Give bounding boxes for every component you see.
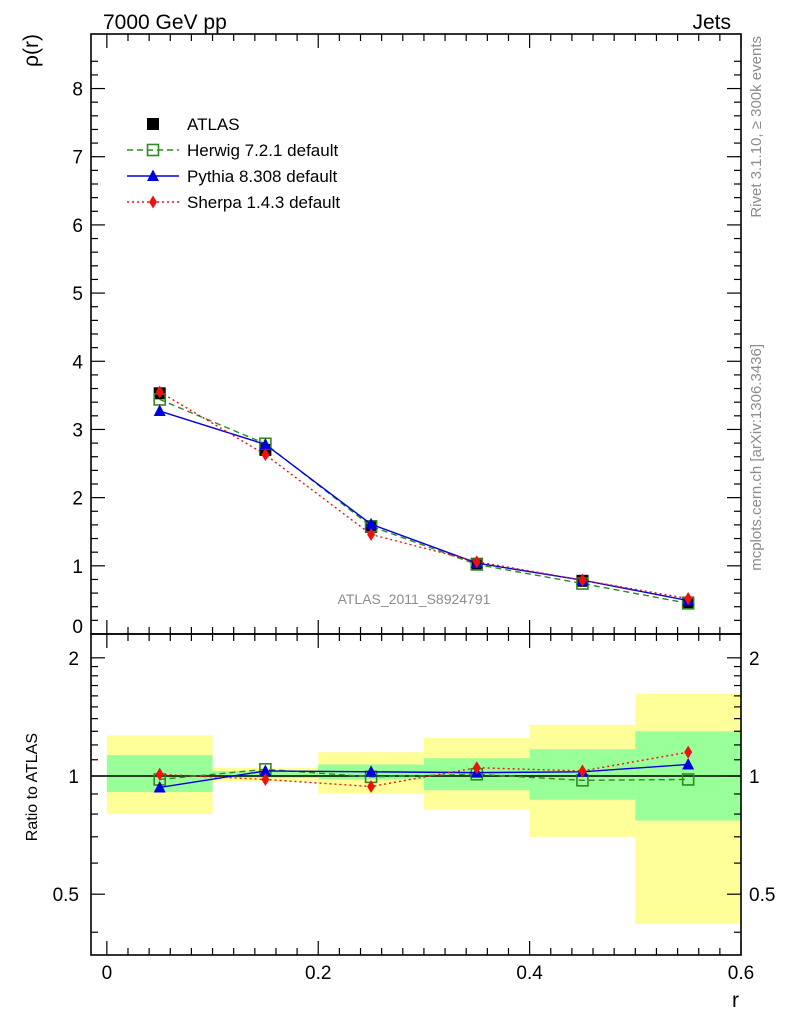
main-ytick-label-4: 4 <box>72 352 83 373</box>
main-ytick-label-3: 3 <box>72 420 83 441</box>
legend-label-pythia: Pythia 8.308 default <box>187 167 338 186</box>
axis-ticks <box>91 34 742 955</box>
main-ytick-label-8: 8 <box>72 80 83 101</box>
ratio-ytick-label-right-2: 2 <box>749 649 760 670</box>
ratio-pythia-point-2 <box>365 765 378 777</box>
main-ytick-label-0: 0 <box>72 617 83 638</box>
ratio-sherpa-point-0 <box>155 767 164 781</box>
main-pythia-point-0 <box>153 404 166 417</box>
ratio-uncertainty-bands <box>106 693 741 924</box>
xtick-label-0.6: 0.6 <box>728 963 754 984</box>
main-sherpa-line <box>159 391 689 600</box>
ratio-herwig-point-5 <box>681 773 695 786</box>
ratio-y-axis-title: Ratio to ATLAS <box>24 733 41 841</box>
analysis-watermark: ATLAS_2011_S8924791 <box>338 591 491 607</box>
header-left-label: 7000 GeV pp <box>103 11 227 34</box>
legend-label-atlas: ATLAS <box>187 115 240 134</box>
xtick-label-0.4: 0.4 <box>516 963 543 984</box>
ratio-herwig-line <box>159 768 689 782</box>
legend-marker-atlas <box>147 118 159 130</box>
ratio-ytick-label-left-1: 1 <box>68 767 79 788</box>
main-ytick-label-5: 5 <box>72 284 83 305</box>
main-ytick-label-1: 1 <box>72 557 83 578</box>
main-pythia-line <box>159 410 689 602</box>
ratio-sherpa-point-3 <box>472 761 481 775</box>
main-herwig-line <box>159 398 689 605</box>
ratio-pythia-point-1 <box>259 764 272 776</box>
ratio-sherpa-point-4 <box>578 764 587 778</box>
ratio-pythia-point-5 <box>682 757 695 770</box>
main-sherpa-point-3 <box>472 555 481 569</box>
main-sherpa-point-5 <box>684 592 693 606</box>
axis-tick-labels: 0 1 2 3 4 5 6 7 8 0.5 0.5 1 1 2 2 0 0.2 0.4 0.6 <box>53 80 776 984</box>
main-ytick-label-2: 2 <box>72 489 83 510</box>
ratio-pythia-point-0 <box>153 780 166 793</box>
main-sherpa-point-1 <box>261 448 270 462</box>
ratio-sherpa-point-2 <box>367 780 376 794</box>
ratio-sherpa-point-5 <box>684 745 693 759</box>
ratio-ytick-label-left-0.5: 0.5 <box>53 885 79 906</box>
legend-marker-pythia <box>147 169 159 181</box>
main-pythia-point-1 <box>259 437 272 450</box>
main-ytick-label-7: 7 <box>72 148 83 169</box>
main-sherpa-point-4 <box>578 573 587 587</box>
x-axis-title: r <box>732 989 739 1012</box>
ratio-sherpa-line <box>159 751 689 788</box>
main-sherpa-point-2 <box>367 527 376 541</box>
series-layer <box>153 385 695 794</box>
main-y-axis-title: ρ(r) <box>20 34 43 67</box>
ratio-ytick-label-right-1: 1 <box>749 767 760 788</box>
legend-marker-herwig <box>146 143 160 157</box>
xtick-label-0.2: 0.2 <box>305 963 331 984</box>
mcplots-label: mcplots.cern.ch [arXiv:1306.3436] <box>748 344 765 571</box>
ratio-ytick-label-right-0.5: 0.5 <box>749 885 775 906</box>
legend-marker-sherpa <box>149 195 157 209</box>
xtick-label-0: 0 <box>102 963 113 984</box>
header-right-label: Jets <box>692 11 731 34</box>
legend-label-sherpa: Sherpa 1.4.3 default <box>187 193 340 212</box>
ratio-sherpa-point-1 <box>261 772 270 786</box>
ratio-ytick-label-left-2: 2 <box>68 649 79 670</box>
ratio-pythia-line <box>159 763 689 789</box>
rivet-version-label: Rivet 3.1.10, ≥ 300k events <box>748 36 765 218</box>
legend: ATLAS Herwig 7.2.1 default Pythia 8.308 de… <box>127 115 340 212</box>
legend-label-herwig: Herwig 7.2.1 default <box>187 141 338 160</box>
main-pythia-point-2 <box>365 517 378 530</box>
main-ytick-label-6: 6 <box>72 216 83 237</box>
main-sherpa-point-0 <box>155 385 164 399</box>
